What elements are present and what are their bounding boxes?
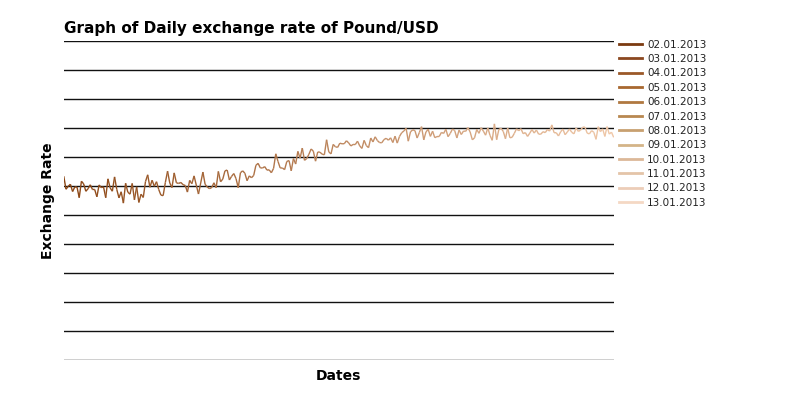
Legend: 02.01.2013, 03.01.2013, 04.01.2013, 05.01.2013, 06.01.2013, 07.01.2013, 08.01.20: 02.01.2013, 03.01.2013, 04.01.2013, 05.0… <box>619 40 706 208</box>
X-axis label: Dates: Dates <box>316 369 361 383</box>
Text: Graph of Daily exchange rate of Pound/USD: Graph of Daily exchange rate of Pound/US… <box>64 20 438 36</box>
Y-axis label: Exchange Rate: Exchange Rate <box>41 142 55 259</box>
